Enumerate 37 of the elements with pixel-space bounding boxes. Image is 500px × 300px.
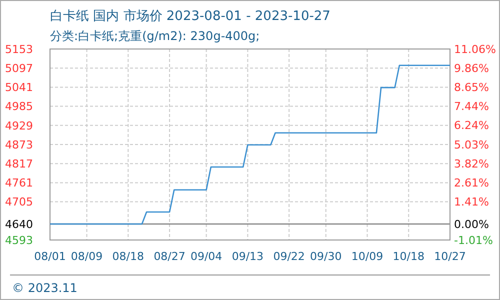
y2-tick-label: 8.65%: [454, 80, 489, 94]
chart-subtitle: 分类:白卡纸;克重(g/m2): 230g-400g;: [50, 29, 260, 43]
y2-tick-label: 6.24%: [454, 119, 489, 132]
text: © 2023.11: [12, 281, 78, 295]
x-tick-label: 10/09: [351, 250, 384, 263]
y-tick-label: 4705: [5, 196, 33, 209]
y-tick-label: 4817: [5, 157, 33, 170]
y2-tick-label: 5.03%: [454, 138, 489, 152]
y-tick-label: 4985: [5, 100, 33, 114]
y2-tick-label: 9.86%: [454, 62, 489, 75]
x-tick-label: 09/13: [232, 250, 264, 263]
y2-tick-label: 3.82%: [454, 157, 489, 170]
chart-title: 白卡纸 国内 市场价 2023-08-01 - 2023-10-27: [50, 9, 330, 24]
y2-tick-label: 0.00%: [454, 218, 489, 231]
y2-tick-label: 11.06%: [454, 42, 496, 56]
y-tick-label: 5153: [5, 42, 33, 56]
x-tick-label: 10/18: [392, 250, 424, 263]
y2-tick-label: 2.61%: [454, 176, 489, 190]
x-tick-label: 08/27: [154, 250, 186, 263]
y-tick-label: 4873: [5, 138, 33, 152]
y-tick-label: 4593: [5, 234, 33, 247]
y-tick-label: 5097: [5, 62, 33, 75]
x-tick-label: 09/04: [190, 250, 222, 263]
y-tick-label: 4640: [5, 218, 33, 231]
x-tick-label: 08/01: [34, 250, 66, 263]
x-tick-label: 08/18: [112, 250, 144, 263]
y2-tick-label: 1.41%: [454, 196, 489, 209]
x-tick-label: 08/09: [70, 250, 103, 263]
y-tick-label: 4929: [5, 119, 33, 132]
y-tick-label: 5041: [5, 81, 33, 94]
x-tick-label: 09/22: [273, 250, 305, 263]
x-tick-label: 09/30: [310, 250, 342, 263]
y2-tick-label: -1.01%: [454, 234, 493, 247]
y2-tick-label: 7.44%: [454, 100, 489, 114]
line-series: [49, 64, 451, 225]
y-tick-label: 4761: [5, 176, 33, 190]
x-tick-label: 10/27: [434, 250, 466, 263]
